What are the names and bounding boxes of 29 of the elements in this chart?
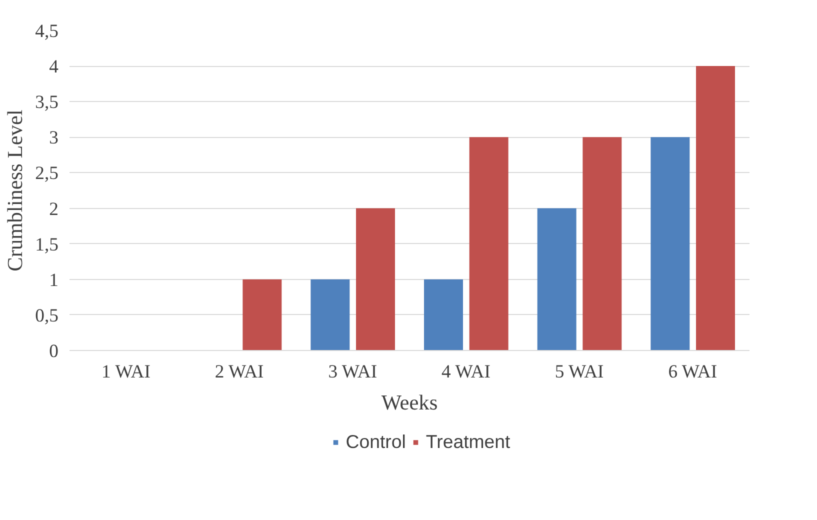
bar <box>537 208 576 350</box>
y-tick-label: 4 <box>49 56 60 78</box>
y-tick-label: 0 <box>49 341 58 362</box>
bar <box>424 279 463 350</box>
x-tick-label: 1 WAI <box>102 362 150 382</box>
y-tick-label: 0,5 <box>35 305 59 326</box>
y-tick-label: 3,5 <box>35 92 59 114</box>
legend-label: Control <box>346 431 406 453</box>
x-axis-title: Weeks <box>381 390 438 414</box>
x-tick-label: 6 WAI <box>668 362 718 382</box>
y-tick-label: 2,5 <box>35 163 59 184</box>
y-tick-label: 1,5 <box>35 234 59 256</box>
bar <box>469 137 508 350</box>
y-tick-label: 1 <box>49 270 58 291</box>
y-tick-label: 2 <box>49 198 58 220</box>
legend-label: Treatment <box>426 431 510 453</box>
bar <box>310 279 350 350</box>
x-tick-label: 3 WAI <box>328 362 378 382</box>
y-tick-label: 3 <box>49 128 58 149</box>
bar <box>356 208 395 350</box>
x-tick-label: 2 WAI <box>214 362 264 382</box>
x-tick-label: 5 WAI <box>554 362 604 382</box>
y-axis-title: Crumbliness Level <box>3 110 28 272</box>
x-tick-label: 4 WAI <box>442 362 490 382</box>
bar <box>582 137 622 350</box>
bar <box>650 137 690 350</box>
y-tick-label: 4,5 <box>35 21 59 42</box>
bar <box>696 66 735 350</box>
bar <box>242 279 282 350</box>
